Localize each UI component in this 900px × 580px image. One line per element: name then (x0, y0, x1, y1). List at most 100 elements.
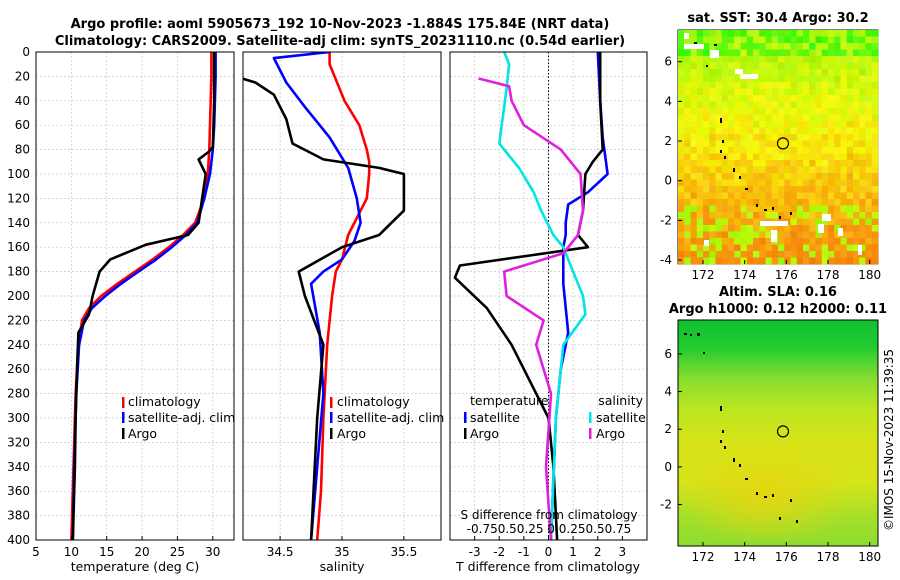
sst-cell (778, 134, 785, 141)
sst-cell (859, 101, 866, 109)
salinity-difference-ticks: -0.750.50.25 0 0.250.50.75 (467, 522, 632, 536)
sst-cell (784, 95, 791, 102)
sst-cell (771, 192, 779, 200)
sst-cell (834, 205, 841, 213)
sst-cell (846, 134, 854, 141)
sst-cell (809, 114, 816, 122)
sst-cell (696, 108, 704, 115)
sst-cell (790, 101, 798, 109)
sst-cell (740, 95, 748, 102)
sst-cell (690, 108, 698, 115)
sst-cell (746, 192, 754, 200)
sst-cell (790, 231, 798, 239)
sst-cell (846, 75, 854, 83)
sst-cell (790, 199, 798, 206)
sst-cell (853, 251, 860, 258)
sst-cell (840, 134, 848, 141)
legend-swatch-argo (122, 428, 125, 439)
sst-cell (721, 212, 729, 219)
sst-cell (709, 153, 716, 161)
sst-cell (746, 108, 754, 115)
sst-cell (834, 147, 841, 154)
sst-cell (778, 75, 785, 83)
sst-cell (778, 56, 785, 63)
sst-cell (784, 127, 791, 135)
sst-cell (815, 43, 823, 50)
sst-cell (821, 238, 829, 245)
sst-cell (740, 238, 748, 245)
sst-cell (753, 173, 760, 180)
sst-cell (678, 212, 685, 219)
sst-cell (746, 147, 754, 154)
sst-cell (696, 134, 704, 141)
sst-cell (771, 153, 779, 161)
sst-cell (846, 82, 854, 89)
sst-cell (821, 43, 829, 50)
sst-cell (853, 49, 860, 57)
sst-cell (790, 95, 798, 102)
sst-cell (828, 225, 835, 232)
sst-cell (846, 49, 854, 57)
sst-cell (871, 75, 879, 83)
sst-cell (728, 95, 735, 102)
sst-cell (796, 147, 804, 154)
sst-cell (796, 127, 804, 135)
sst-cell (759, 69, 766, 76)
legend-label-argo: Argo (128, 426, 157, 441)
sst-cell (690, 153, 698, 161)
sst-cell (796, 43, 804, 50)
sst-cell (715, 127, 723, 135)
sst-cell (721, 62, 729, 70)
sst-cell (803, 147, 810, 154)
sst-cell (846, 95, 854, 102)
sst-cell (703, 56, 710, 63)
sst-cell (846, 30, 854, 37)
sst-cell (846, 166, 854, 174)
sst-cell (803, 30, 810, 37)
sst-cell (715, 225, 723, 232)
sst-cell (853, 231, 860, 239)
sst-cell (703, 205, 710, 213)
sst-cell (871, 108, 879, 115)
sst-cell (709, 82, 716, 89)
salinity-x-label: salinity (320, 559, 365, 574)
sst-cell (859, 43, 866, 50)
sst-cell (859, 69, 866, 76)
map-y-tick-label: -2 (660, 213, 672, 227)
sst-cell (771, 225, 779, 232)
sst-cell (840, 186, 848, 193)
sst-cell (865, 153, 873, 161)
sst-cell (815, 36, 823, 44)
sst-cell (790, 36, 798, 44)
legend-label-climatology: climatology (337, 394, 410, 409)
sst-cell (765, 36, 773, 44)
sst-cell (734, 108, 741, 115)
x-tick-label: 25 (170, 545, 185, 559)
sst-cell (840, 49, 848, 57)
sst-cell (703, 82, 710, 89)
sst-cell (846, 225, 854, 232)
sst-cell (840, 127, 848, 135)
legend-swatch-temperature-satellite (464, 412, 467, 423)
sst-cell (721, 30, 729, 37)
sst-cell (715, 238, 723, 245)
sst-cell (853, 69, 860, 76)
sst-cell (753, 43, 760, 50)
sst-cell (715, 82, 723, 89)
sst-cell (815, 127, 823, 135)
sst-cell (821, 257, 829, 265)
sst-cell (759, 36, 766, 44)
sst-cell (765, 257, 773, 265)
sst-cell (753, 88, 760, 96)
sst-cell (771, 166, 779, 174)
sst-cell (696, 166, 704, 174)
sst-cell (834, 225, 841, 232)
sst-cell (771, 49, 779, 57)
sst-cell (859, 88, 866, 96)
sst-cell (759, 238, 766, 245)
sst-cell (821, 56, 829, 63)
depth-tick-label: 80 (15, 143, 30, 157)
sst-cell (753, 244, 760, 252)
sst-cell (678, 114, 685, 122)
sst-cell (834, 212, 841, 219)
